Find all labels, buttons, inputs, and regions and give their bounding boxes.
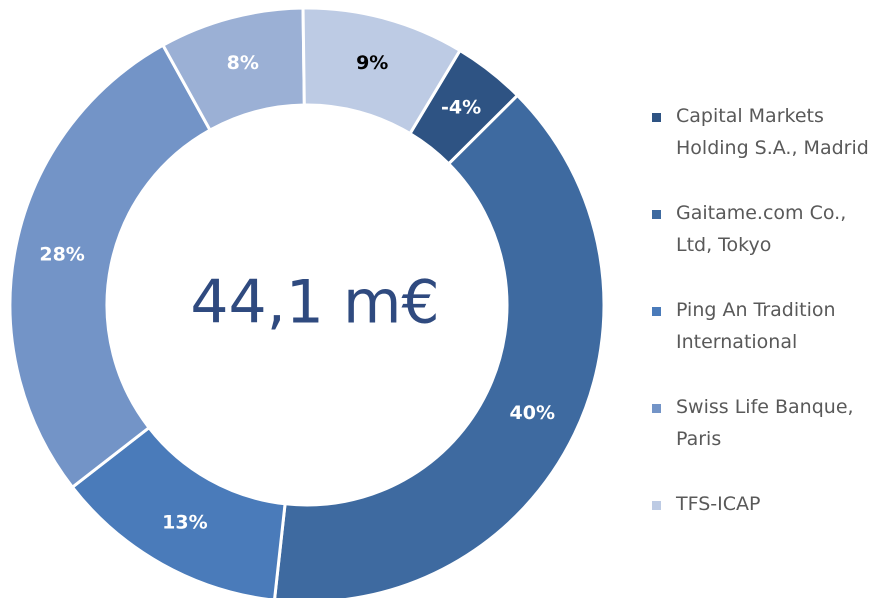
chart: 44,1 m€ -4% 40% 13% 28% 8% 9% bbox=[8, 6, 606, 598]
value-label: 40% bbox=[510, 402, 555, 424]
legend-swatch bbox=[652, 210, 661, 219]
value-label: 28% bbox=[39, 243, 84, 265]
legend-item: Ping An Tradition International bbox=[652, 294, 874, 358]
legend-swatch bbox=[652, 501, 661, 510]
value-label: -4% bbox=[441, 97, 481, 119]
legend-item: Swiss Life Banque, Paris bbox=[652, 391, 874, 455]
donut-segment bbox=[273, 93, 606, 598]
legend-item: Gaitame.com Co., Ltd, Tokyo bbox=[652, 197, 874, 261]
center-label: 44,1 m€ bbox=[190, 268, 439, 338]
legend-item: TFS-ICAP bbox=[652, 488, 874, 520]
value-label: 13% bbox=[162, 512, 207, 534]
donut-segment bbox=[8, 43, 213, 490]
legend-swatch bbox=[652, 307, 661, 316]
value-label: 8% bbox=[227, 52, 259, 74]
legend: Capital Markets Holding S.A., Madrid Gait… bbox=[652, 100, 874, 553]
legend-label: Ping An Tradition International bbox=[676, 299, 836, 353]
legend-swatch bbox=[652, 404, 661, 413]
donut-segment bbox=[301, 6, 463, 136]
legend-label: Swiss Life Banque, Paris bbox=[676, 396, 854, 450]
legend-item: Capital Markets Holding S.A., Madrid bbox=[652, 100, 874, 164]
legend-label: TFS-ICAP bbox=[676, 493, 761, 515]
legend-label: Capital Markets Holding S.A., Madrid bbox=[676, 105, 869, 159]
legend-label: Gaitame.com Co., Ltd, Tokyo bbox=[676, 202, 847, 256]
legend-swatch bbox=[652, 113, 661, 122]
value-label: 9% bbox=[356, 52, 388, 74]
